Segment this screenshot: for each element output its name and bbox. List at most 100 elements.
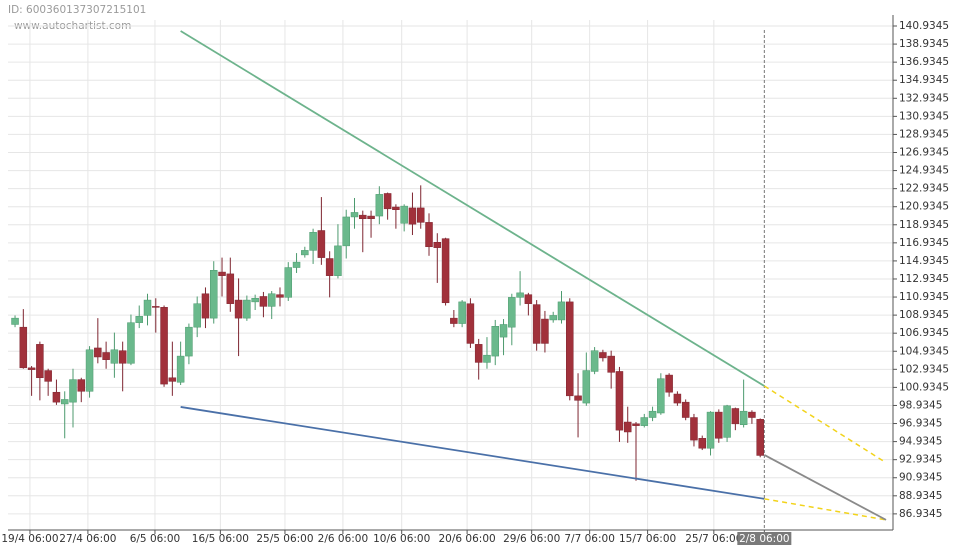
candle-body bbox=[259, 296, 268, 307]
candle-body bbox=[317, 230, 326, 258]
candle-body bbox=[466, 303, 475, 344]
candle-body bbox=[77, 379, 86, 392]
y-tick-label: 126.9345 bbox=[899, 146, 949, 158]
candle-body bbox=[516, 292, 524, 298]
candle-body bbox=[566, 301, 574, 397]
candle-body bbox=[582, 370, 591, 404]
x-tick-label: 19/4 06:00 bbox=[1, 533, 58, 545]
candle-body bbox=[44, 370, 52, 382]
candle-body bbox=[334, 245, 342, 276]
y-tick-label: 98.9345 bbox=[899, 399, 942, 411]
candle-body bbox=[665, 374, 673, 393]
candle-body bbox=[383, 193, 392, 210]
candle-body bbox=[27, 367, 36, 370]
y-tick-label: 94.9345 bbox=[899, 436, 942, 448]
candle-body bbox=[458, 301, 466, 324]
candle-body bbox=[673, 393, 682, 404]
candle-body bbox=[681, 401, 690, 418]
candle-body bbox=[441, 238, 450, 304]
candle-body bbox=[690, 417, 698, 441]
projection-line bbox=[763, 385, 887, 464]
x-tick-label: 20/6 06:00 bbox=[439, 533, 496, 545]
y-tick-label: 136.9345 bbox=[899, 56, 949, 68]
candle-body bbox=[350, 212, 359, 218]
y-tick-label: 124.9345 bbox=[899, 165, 949, 177]
candle-body bbox=[325, 258, 334, 276]
trend-line bbox=[763, 454, 887, 521]
y-tick-label: 128.9345 bbox=[899, 128, 949, 140]
y-tick-label: 106.9345 bbox=[899, 327, 949, 339]
candle-body bbox=[748, 411, 756, 418]
candle-body bbox=[640, 417, 649, 426]
y-tick-label: 110.9345 bbox=[899, 291, 949, 303]
candle-body bbox=[715, 411, 723, 439]
candle-body bbox=[176, 355, 185, 383]
candle-body bbox=[524, 294, 533, 304]
candle-body bbox=[433, 241, 442, 248]
x-tick-label: 10/6 06:00 bbox=[373, 533, 430, 545]
candle-body bbox=[483, 354, 491, 363]
candle-body bbox=[375, 194, 384, 217]
candle-body bbox=[135, 316, 143, 323]
candle-body bbox=[499, 324, 508, 338]
candle-body bbox=[168, 377, 177, 382]
x-tick-label: 16/5 06:00 bbox=[192, 533, 249, 545]
y-tick-label: 116.9345 bbox=[899, 237, 949, 249]
chart-id: ID: 600360137307215101 bbox=[8, 4, 146, 16]
y-tick-label: 132.9345 bbox=[899, 92, 949, 104]
candle-body bbox=[118, 350, 127, 364]
candle-body bbox=[143, 299, 152, 316]
candle-body bbox=[359, 214, 367, 220]
candle-body bbox=[301, 250, 309, 256]
x-tick-highlight bbox=[737, 532, 792, 545]
candle-body bbox=[36, 344, 44, 379]
candle-body bbox=[19, 326, 28, 369]
x-tick-label: 15/7 06:00 bbox=[619, 533, 676, 545]
x-tick-label: 25/7 06:00 bbox=[685, 533, 742, 545]
trend-line bbox=[180, 30, 765, 387]
candle-body bbox=[648, 410, 657, 418]
candle-body bbox=[607, 355, 615, 373]
candle-body bbox=[657, 378, 665, 414]
candle-body bbox=[209, 270, 218, 319]
candle-body bbox=[243, 299, 251, 319]
candle-body bbox=[234, 299, 243, 319]
x-tick-label: 2/8 06:00 bbox=[739, 533, 790, 545]
candle-body bbox=[706, 411, 715, 449]
candle-body bbox=[102, 352, 110, 360]
candle-body bbox=[309, 232, 317, 251]
candle-body bbox=[218, 271, 226, 276]
candle-body bbox=[723, 405, 731, 438]
candle-body bbox=[508, 297, 516, 328]
candle-body bbox=[590, 350, 599, 372]
candle-body bbox=[532, 304, 541, 344]
y-tick-label: 96.9345 bbox=[899, 418, 942, 430]
candle-body bbox=[160, 307, 168, 385]
x-tick-label: 29/6 06:00 bbox=[503, 533, 560, 545]
y-tick-label: 100.9345 bbox=[899, 381, 949, 393]
candle-body bbox=[739, 410, 748, 425]
candle-body bbox=[367, 215, 375, 220]
candle-body bbox=[416, 207, 425, 223]
y-tick-label: 138.9345 bbox=[899, 38, 949, 50]
candle-body bbox=[52, 391, 61, 403]
candle-body bbox=[400, 205, 408, 224]
candle-body bbox=[276, 294, 284, 298]
y-tick-label: 118.9345 bbox=[899, 219, 949, 231]
candle-body bbox=[392, 206, 400, 210]
candle-body bbox=[69, 379, 77, 403]
candle-body bbox=[251, 298, 259, 303]
y-tick-label: 92.9345 bbox=[899, 454, 942, 466]
candle-body bbox=[615, 371, 624, 431]
y-tick-label: 104.9345 bbox=[899, 345, 949, 357]
trend-line bbox=[180, 406, 765, 500]
candle-body bbox=[11, 317, 19, 325]
y-tick-label: 120.9345 bbox=[899, 201, 949, 213]
candle-body bbox=[342, 216, 350, 247]
candle-body bbox=[632, 423, 640, 426]
candle-body bbox=[574, 395, 582, 401]
candle-body bbox=[284, 267, 293, 298]
candle-body bbox=[94, 347, 102, 358]
projection-line bbox=[764, 498, 887, 521]
x-tick-label: 2/6 06:00 bbox=[318, 533, 369, 545]
